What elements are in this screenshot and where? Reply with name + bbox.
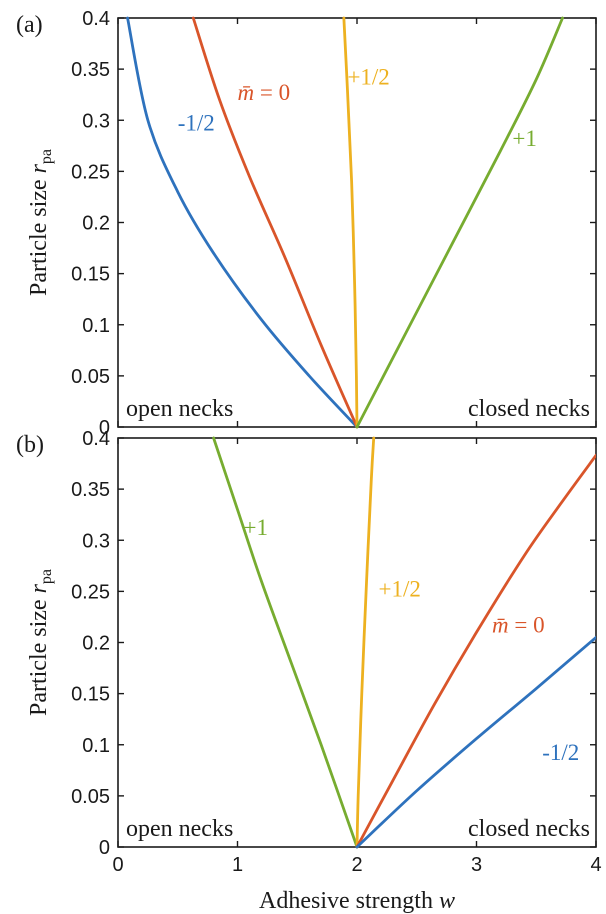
y-tick-label: 0.15 [71,264,110,286]
y-tick-label: 0.1 [82,735,110,757]
y-tick-label: 0.25 [71,581,110,603]
series-line [126,16,359,429]
series-line [355,635,596,849]
series-line [212,436,359,849]
series-label: +1 [243,515,267,540]
region-label-open: open necks [126,396,233,422]
y-axis-label: Particle size rpa [26,569,55,716]
y-tick-label: 0.15 [71,684,110,706]
y-tick-label: 0.3 [82,110,110,132]
series-label: -1/2 [178,110,215,135]
panel-a: 0 0.05 0.1 0.15 0.2 0.25 0.3 0.35 0.4 (a) Particle… [16,8,597,439]
x-tick-label: 1 [232,854,243,876]
x-tick-label: 0 [112,854,123,876]
series-label: m̄ = 0 [238,80,291,105]
x-tick-label: 2 [351,854,362,876]
y-tick-label: 0.35 [71,59,110,81]
y-tick-label: 0 [99,417,110,439]
y-tick-label: 0.05 [71,366,110,388]
y-tick-label: 0.2 [82,213,110,235]
y-tick-label: 0.05 [71,786,110,808]
region-label-closed: closed necks [468,816,590,842]
y-tick-label: 0 [99,837,110,859]
series-line [355,436,376,849]
series-label: -1/2 [542,740,579,765]
panel-label: (b) [16,432,44,458]
series-line [342,16,359,429]
panel-label: (a) [16,12,43,38]
region-label-closed: closed necks [468,396,590,422]
y-tick-label: 0.4 [82,428,110,450]
series-line [191,16,359,429]
axes-box [117,437,597,848]
series-label: +1/2 [347,64,389,89]
region-label-open: open necks [126,816,233,842]
x-tick-label: 3 [471,854,482,876]
x-tick-label: 4 [590,854,601,876]
series-label: +1 [512,126,536,151]
y-tick-label: 0.25 [71,161,110,183]
y-tick-label: 0.35 [71,479,110,501]
y-axis-label: Particle size rpa [26,149,55,296]
panel-b: 0 0.05 0.1 0.15 0.2 0.25 0.3 0.35 0.4 0 1 2 3 4 (b) Par… [16,428,602,914]
y-tick-label: 0.2 [82,633,110,655]
x-axis-label: Adhesive strength w [259,888,455,914]
y-tick-label: 0.3 [82,530,110,552]
y-tick-label: 0.4 [82,8,110,30]
series-line [355,16,564,429]
y-tick-label: 0.1 [82,315,110,337]
series-line [355,453,596,849]
series-label: +1/2 [379,576,421,601]
series-label: m̄ = 0 [492,612,545,637]
